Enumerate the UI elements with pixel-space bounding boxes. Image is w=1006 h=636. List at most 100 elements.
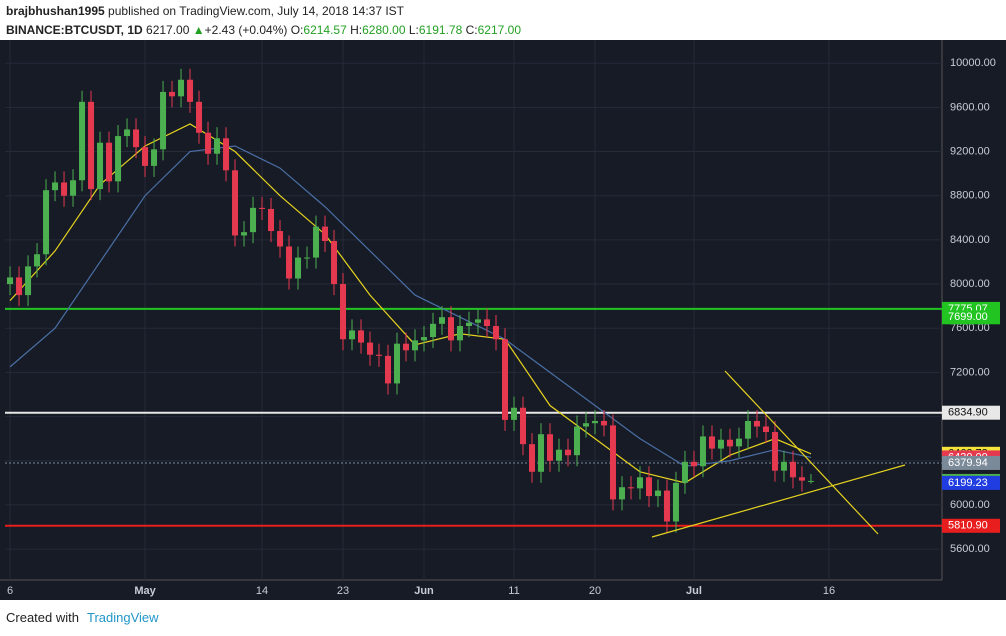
footer: Created with TradingView — [6, 610, 159, 625]
candle-body — [43, 190, 50, 255]
candle — [394, 332, 401, 395]
candle-body — [142, 147, 149, 166]
last-price: 6217.00 — [146, 23, 190, 37]
candle — [277, 220, 284, 258]
candle-body — [178, 79, 185, 97]
candle — [232, 159, 239, 247]
candle-body — [510, 407, 517, 420]
candle-body — [394, 343, 401, 384]
ohlc: O:6214.57 H:6280.00 L:6191.78 C:6217.00 — [291, 23, 521, 37]
arrow: ▲ — [192, 23, 205, 37]
candle — [537, 423, 544, 483]
candle-body — [88, 101, 95, 190]
candle — [591, 409, 598, 435]
candle — [807, 473, 814, 484]
candle — [79, 90, 86, 192]
candle — [771, 420, 778, 482]
price-level-label: 6834.90 — [948, 407, 988, 419]
created: Created with — [6, 610, 79, 625]
candle-body — [564, 449, 571, 456]
y-tick-label: 7200.00 — [950, 366, 990, 378]
candle — [492, 314, 499, 351]
candle — [762, 415, 769, 444]
candle-body — [807, 480, 814, 482]
candle-body — [79, 101, 86, 181]
candle — [196, 90, 203, 144]
candle — [501, 328, 508, 431]
x-tick-label: 14 — [256, 585, 268, 597]
candle-body — [250, 207, 257, 233]
candle-body — [519, 407, 526, 445]
price-level-tag — [942, 518, 1000, 533]
x-tick-label: 23 — [337, 585, 349, 597]
brand: TradingView — [86, 610, 159, 625]
candle-body — [304, 257, 311, 259]
candle — [322, 215, 329, 253]
candle — [115, 125, 122, 193]
x-tick-label: 20 — [589, 585, 601, 597]
candle-body — [439, 317, 446, 324]
candle-body — [169, 91, 176, 97]
x-tick-label: May — [134, 585, 156, 597]
candle — [133, 118, 140, 159]
candle-body — [708, 436, 715, 449]
price-level-label: 6199.23 — [948, 477, 988, 489]
candle-body — [286, 246, 293, 279]
candle-body — [573, 426, 580, 456]
candle — [699, 425, 706, 478]
candle-body — [501, 339, 508, 420]
candle-body — [295, 257, 302, 279]
candle — [510, 396, 517, 431]
candle-body — [421, 337, 428, 341]
candle-body — [789, 461, 796, 478]
y-tick-label: 5600.00 — [950, 543, 990, 555]
candle-body — [376, 354, 383, 356]
candle — [16, 266, 23, 307]
candle — [681, 450, 688, 494]
candle — [223, 127, 230, 182]
candle — [618, 476, 625, 511]
candle — [295, 246, 302, 290]
candle-body — [609, 425, 616, 500]
background — [0, 40, 1006, 600]
candle-body — [717, 439, 724, 449]
price-level-tag — [942, 475, 1000, 490]
candle — [52, 171, 59, 202]
y-tick-label: 10000.00 — [950, 57, 996, 69]
candle-body — [681, 461, 688, 483]
candle — [582, 412, 589, 438]
price-level-tag — [942, 455, 1000, 470]
candle-body — [313, 226, 320, 258]
candle-body — [34, 254, 41, 267]
chart: 5600.006000.006400.006800.007200.007600.… — [0, 40, 1006, 600]
trendline — [651, 464, 906, 538]
candle-body — [726, 439, 733, 447]
candle-body — [627, 487, 634, 489]
candle — [214, 127, 221, 165]
candle — [717, 428, 724, 460]
candle — [798, 466, 805, 492]
trendline — [724, 370, 879, 535]
candle — [654, 479, 661, 508]
ohlc-key: H: — [350, 23, 363, 37]
candle-body — [160, 91, 167, 150]
candle — [169, 80, 176, 108]
candle — [70, 169, 77, 207]
y-tick-label: 9200.00 — [950, 145, 990, 157]
candle-body — [744, 420, 751, 439]
candle-body — [7, 277, 14, 285]
candle-body — [735, 438, 742, 447]
candle-body — [268, 208, 275, 232]
y-tick-label: 8000.00 — [950, 278, 990, 290]
candle — [160, 80, 167, 161]
candle-body — [70, 180, 77, 196]
candle-body — [690, 461, 697, 467]
candle — [367, 331, 374, 366]
candle — [690, 450, 697, 478]
candle — [672, 471, 679, 533]
candle — [744, 409, 751, 450]
ohlc-key: C: — [465, 23, 478, 37]
candle-body — [457, 326, 464, 341]
candle — [636, 466, 643, 500]
candle-body — [340, 284, 347, 340]
